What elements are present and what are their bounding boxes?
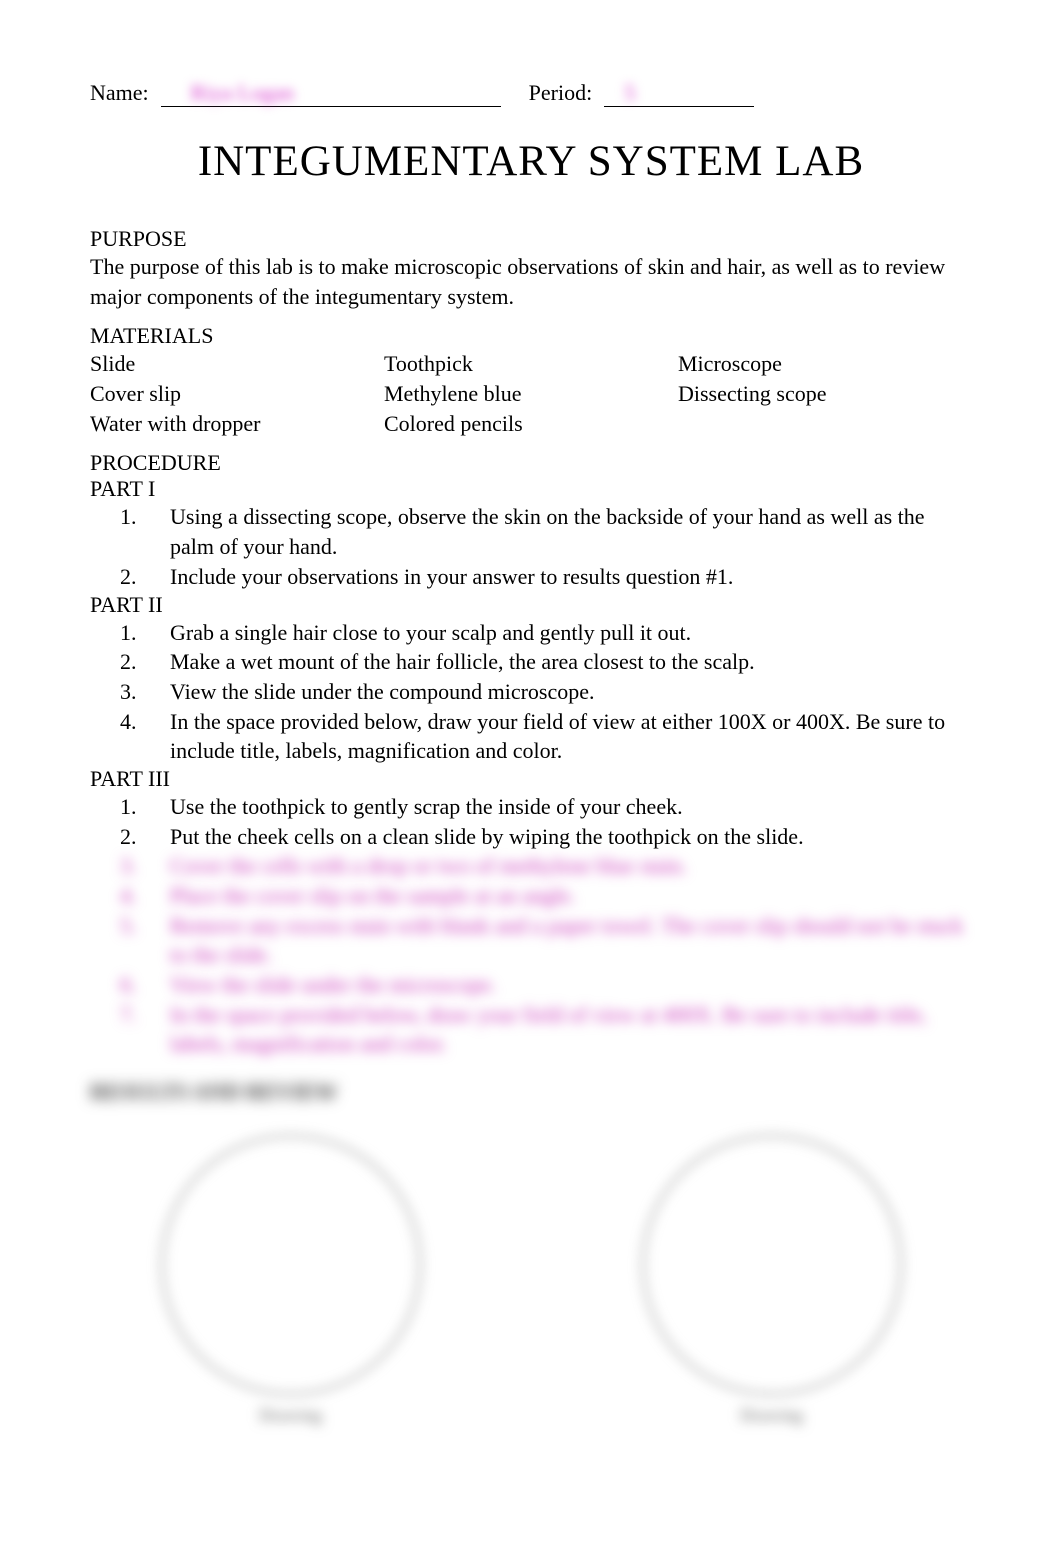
procedure-heading: PROCEDURE — [90, 450, 972, 476]
step-num: 4. — [120, 707, 170, 766]
step-text: Place the cover slip on the sample at an… — [170, 881, 972, 911]
part2-heading: PART II — [90, 592, 972, 618]
step-num: 6. — [120, 970, 170, 1000]
step-text: Put the cheek cells on a clean slide by … — [170, 822, 972, 852]
materials-col1: Slide Cover slip Water with dropper — [90, 349, 384, 438]
material-item: Colored pencils — [384, 409, 678, 439]
name-value: Riya Logan — [191, 80, 294, 105]
step-text: View the slide under the compound micros… — [170, 677, 972, 707]
name-field[interactable]: Riya Logan — [161, 80, 501, 107]
step-text: Include your observations in your answer… — [170, 562, 972, 592]
step-text: In the space provided below, draw your f… — [170, 707, 972, 766]
observation-circle-1 — [161, 1135, 421, 1395]
period-label: Period: — [529, 80, 593, 106]
procedure-step: 4. In the space provided below, draw you… — [90, 707, 972, 766]
step-num: 2. — [120, 822, 170, 852]
procedure-step: 3. View the slide under the compound mic… — [90, 677, 972, 707]
material-item: Water with dropper — [90, 409, 384, 439]
header-row: Name: Riya Logan Period: 5 — [90, 80, 972, 107]
procedure-step-blurred: 7. In the space provided below, draw you… — [90, 1000, 972, 1059]
procedure-step-blurred: 6. View the slide under the microscope. — [90, 970, 972, 1000]
material-item: Dissecting scope — [678, 379, 972, 409]
results-heading: RESULTS AND REVIEW — [90, 1079, 972, 1105]
procedure-step: 2. Make a wet mount of the hair follicle… — [90, 647, 972, 677]
purpose-heading: PURPOSE — [90, 226, 972, 252]
period-field[interactable]: 5 — [604, 80, 754, 107]
part2-list: 1. Grab a single hair close to your scal… — [90, 618, 972, 766]
name-label: Name: — [90, 80, 149, 106]
procedure-step: 1. Using a dissecting scope, observe the… — [90, 502, 972, 561]
circle-container-1: Drawing — [161, 1135, 421, 1426]
materials-grid: Slide Cover slip Water with dropper Toot… — [90, 349, 972, 438]
step-num: 7. — [120, 1000, 170, 1059]
step-text: In the space provided below, draw your f… — [170, 1000, 972, 1059]
step-num: 3. — [120, 677, 170, 707]
step-num: 1. — [120, 618, 170, 648]
step-num: 1. — [120, 792, 170, 822]
procedure-step: 1. Use the toothpick to gently scrap the… — [90, 792, 972, 822]
page-title: INTEGUMENTARY SYSTEM LAB — [90, 137, 972, 186]
circle-container-2: Drawing — [642, 1135, 902, 1426]
step-text: Using a dissecting scope, observe the sk… — [170, 502, 972, 561]
step-text: Remove any excess stain with blank and a… — [170, 911, 972, 970]
part1-heading: PART I — [90, 476, 972, 502]
step-num: 2. — [120, 562, 170, 592]
part3-heading: PART III — [90, 766, 972, 792]
step-num: 2. — [120, 647, 170, 677]
materials-heading: MATERIALS — [90, 323, 972, 349]
material-item: Methylene blue — [384, 379, 678, 409]
procedure-step-blurred: 5. Remove any excess stain with blank an… — [90, 911, 972, 970]
step-text: Cover the cells with a drop or two of me… — [170, 851, 972, 881]
step-num: 5. — [120, 911, 170, 970]
step-text: Grab a single hair close to your scalp a… — [170, 618, 972, 648]
step-text: View the slide under the microscope. — [170, 970, 972, 1000]
procedure-step-blurred: 3. Cover the cells with a drop or two of… — [90, 851, 972, 881]
step-num: 3. — [120, 851, 170, 881]
material-item: Cover slip — [90, 379, 384, 409]
procedure-step-blurred: 4. Place the cover slip on the sample at… — [90, 881, 972, 911]
procedure-step: 2. Put the cheek cells on a clean slide … — [90, 822, 972, 852]
period-value: 5 — [624, 80, 635, 105]
procedure-step: 2. Include your observations in your ans… — [90, 562, 972, 592]
part1-list: 1. Using a dissecting scope, observe the… — [90, 502, 972, 591]
step-text: Make a wet mount of the hair follicle, t… — [170, 647, 972, 677]
observation-circle-2 — [642, 1135, 902, 1395]
purpose-text: The purpose of this lab is to make micro… — [90, 252, 972, 311]
step-num: 1. — [120, 502, 170, 561]
material-item: Toothpick — [384, 349, 678, 379]
step-text: Use the toothpick to gently scrap the in… — [170, 792, 972, 822]
material-item: Microscope — [678, 349, 972, 379]
circle-caption-2: Drawing — [740, 1405, 803, 1426]
step-num: 4. — [120, 881, 170, 911]
materials-col3: Microscope Dissecting scope — [678, 349, 972, 438]
circles-row: Drawing Drawing — [90, 1135, 972, 1426]
materials-col2: Toothpick Methylene blue Colored pencils — [384, 349, 678, 438]
circle-caption-1: Drawing — [259, 1405, 322, 1426]
material-item: Slide — [90, 349, 384, 379]
part3-list: 1. Use the toothpick to gently scrap the… — [90, 792, 972, 1059]
procedure-step: 1. Grab a single hair close to your scal… — [90, 618, 972, 648]
